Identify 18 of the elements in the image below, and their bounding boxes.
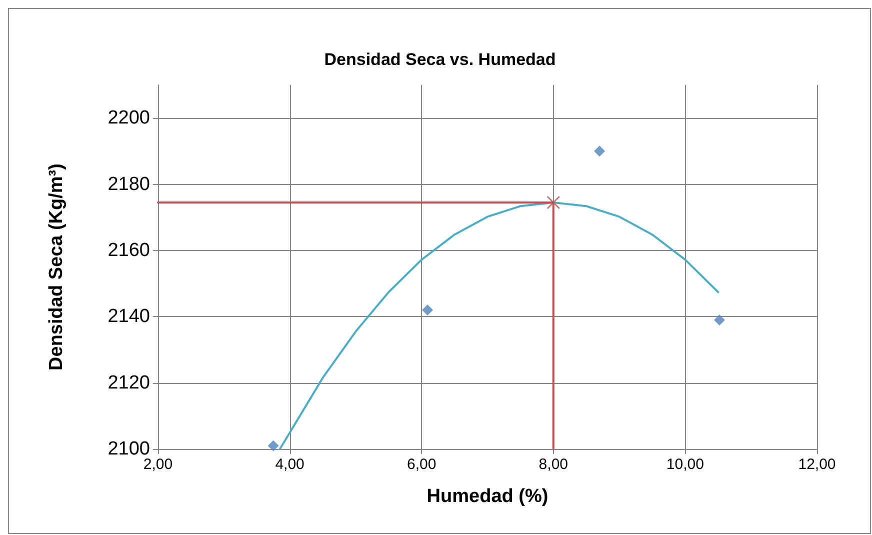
chart-title: Densidad Seca vs. Humedad	[324, 50, 556, 69]
x-tick-label: 6,00	[407, 456, 436, 473]
point	[594, 146, 606, 157]
point	[268, 440, 279, 452]
y-axis-title: Densidad Seca (Kg/m³)	[46, 164, 67, 370]
y-tick-label: 2120	[108, 372, 150, 394]
point	[714, 314, 725, 326]
point	[546, 196, 560, 210]
y-tick-label: 2180	[108, 174, 150, 195]
x-axis-title: Humedad (%)	[426, 486, 548, 507]
y-tick-label: 2160	[108, 240, 150, 261]
y-tick-label: 2140	[108, 306, 150, 328]
x-tick-label: 4,00	[275, 456, 304, 473]
y-tick-label: 2200	[108, 108, 150, 129]
x-tick-label: 12,00	[798, 456, 836, 473]
x-tick-label: 8,00	[538, 456, 568, 473]
x-tick-label: 10,00	[666, 456, 704, 473]
point	[422, 304, 434, 316]
